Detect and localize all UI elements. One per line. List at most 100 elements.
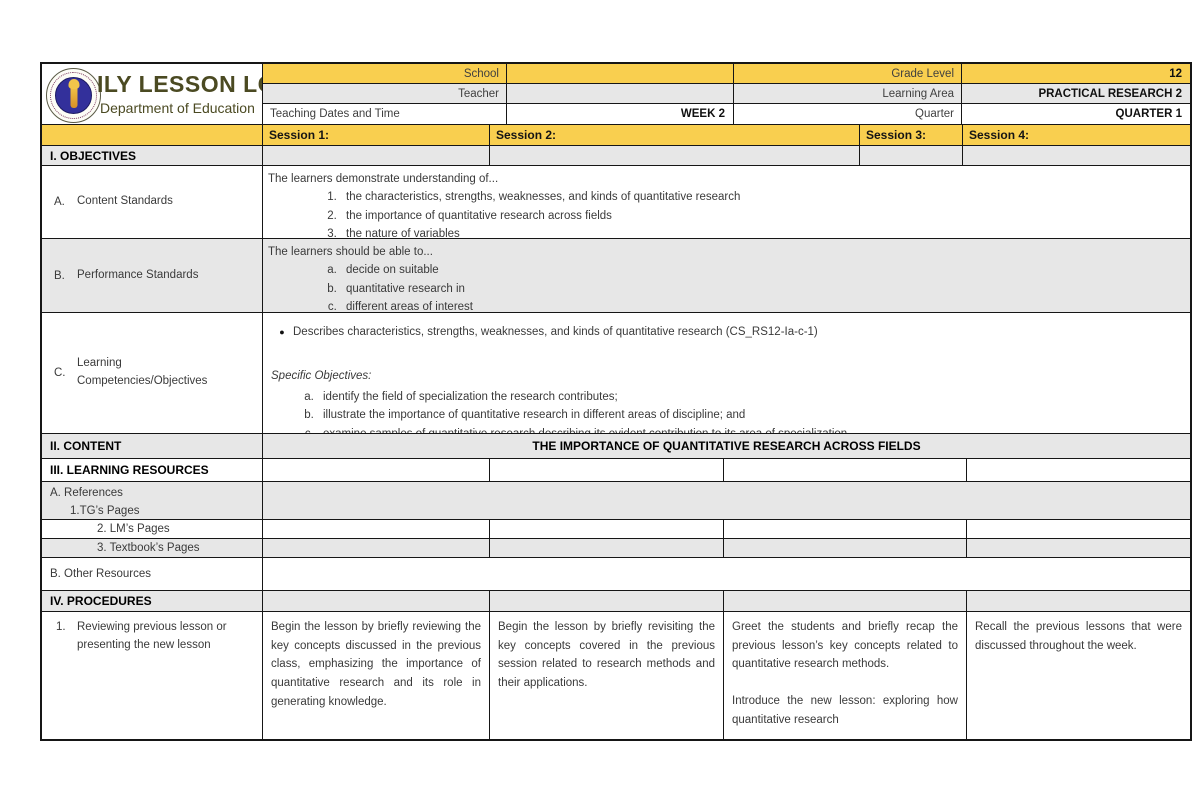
deped-seal-core — [55, 77, 92, 114]
competency-bullet-line: ● Describes characteristics, strengths, … — [271, 323, 1178, 341]
references-value-cell — [263, 482, 1190, 520]
empty-cell — [724, 539, 967, 558]
session-1-header: Session 1: — [263, 125, 490, 146]
learning-area-value: PRACTICAL RESEARCH 2 — [962, 84, 1190, 104]
performance-standards-intro: The learners should be able to... — [268, 246, 433, 258]
list-item: examine samples of quantitative research… — [317, 425, 1178, 433]
empty-cell — [263, 591, 490, 612]
empty-cell — [490, 459, 724, 482]
list-item: the importance of quantitative research … — [340, 207, 1180, 225]
session-blank-cell — [42, 125, 263, 146]
procedures-heading: IV. PROCEDURES — [42, 591, 263, 612]
learning-area-label: Learning Area — [734, 84, 962, 104]
list-item: the characteristics, strengths, weakness… — [340, 188, 1180, 206]
empty-cell — [263, 146, 490, 166]
list-item: quantitative research in — [340, 280, 1180, 298]
performance-standards-list: decide on suitable quantitative research… — [268, 261, 1180, 312]
list-item: illustrate the importance of quantitativ… — [317, 406, 1178, 424]
procedure-1-marker: 1. — [56, 621, 66, 633]
procedure-1-session-1: Begin the lesson by briefly reviewing th… — [263, 612, 490, 739]
performance-standards-body: The learners should be able to... decide… — [263, 239, 1190, 313]
textbook-pages-row: 3. Textbook’s Pages — [42, 539, 1190, 558]
school-label: School — [263, 64, 507, 84]
procedure-1-label: Reviewing previous lesson or presenting … — [77, 621, 227, 652]
list-item: the nature of variables — [340, 225, 1180, 238]
references-label: A. References — [50, 487, 123, 499]
empty-cell — [490, 146, 860, 166]
content-standards-marker: A. — [54, 196, 65, 208]
learning-resources-heading: III. LEARNING RESOURCES — [42, 459, 263, 482]
teaching-dates-value: WEEK 2 — [507, 104, 734, 125]
header-band: ILY LESSON LOG Department of Education S… — [42, 64, 1190, 125]
empty-cell — [724, 459, 967, 482]
learning-resources-heading-row: III. LEARNING RESOURCES — [42, 459, 1190, 482]
info-row-school: School Grade Level 12 — [263, 64, 1190, 84]
references-label-cell: A. References 1.TG’s Pages — [42, 482, 263, 520]
session-3-header: Session 3: — [860, 125, 963, 146]
other-resources-row: B. Other Resources — [42, 558, 1190, 591]
empty-cell — [263, 539, 490, 558]
other-resources-label: B. Other Resources — [42, 558, 263, 591]
lm-pages-label: 2. LM’s Pages — [42, 520, 263, 539]
empty-cell — [967, 539, 1190, 558]
lm-pages-row: 2. LM’s Pages — [42, 520, 1190, 539]
empty-cell — [263, 520, 490, 539]
competency-text: Describes characteristics, strengths, we… — [293, 326, 818, 338]
references-row: A. References 1.TG’s Pages — [42, 482, 1190, 520]
document-title: ILY LESSON LOG — [97, 71, 262, 97]
procedure-1-label-cell: 1. Reviewing previous lesson or presenti… — [42, 612, 263, 739]
grade-level-value: 12 — [962, 64, 1190, 84]
content-row: II. CONTENT THE IMPORTANCE OF QUANTITATI… — [42, 434, 1190, 459]
performance-standards-label: B. Performance Standards — [42, 239, 263, 313]
content-standards-body: The learners demonstrate understanding o… — [263, 166, 1190, 239]
info-row-dates: Teaching Dates and Time WEEK 2 Quarter Q… — [263, 104, 1190, 125]
teacher-value — [507, 84, 734, 104]
procedure-1-session-3: Greet the students and briefly recap the… — [724, 612, 967, 739]
session-2-header: Session 2: — [490, 125, 860, 146]
empty-cell — [967, 520, 1190, 539]
teacher-label: Teacher — [263, 84, 507, 104]
content-standards-intro: The learners demonstrate understanding o… — [268, 173, 499, 185]
empty-cell — [490, 539, 724, 558]
procedures-heading-row: IV. PROCEDURES — [42, 591, 1190, 612]
tg-pages-label: 1.TG’s Pages — [70, 504, 140, 517]
empty-cell — [724, 591, 967, 612]
learning-competencies-marker: C. — [54, 367, 66, 379]
quarter-value: QUARTER 1 — [962, 104, 1190, 125]
learning-competencies-label: C. Learning Competencies/Objectives — [42, 313, 263, 434]
info-grid: School Grade Level 12 Teacher Learning A… — [263, 64, 1190, 125]
grade-level-label: Grade Level — [734, 64, 962, 84]
content-standards-list: the characteristics, strengths, weakness… — [268, 188, 1180, 238]
empty-cell — [967, 591, 1190, 612]
empty-cell — [967, 459, 1190, 482]
procedure-row-1: 1. Reviewing previous lesson or presenti… — [42, 612, 1190, 739]
quarter-label: Quarter — [734, 104, 962, 125]
session-header-row: Session 1: Session 2: Session 3: Session… — [42, 125, 1190, 146]
deped-seal-icon — [46, 68, 101, 123]
procedure-1-session-4: Recall the previous lessons that were di… — [967, 612, 1190, 739]
empty-cell — [963, 146, 1190, 166]
empty-cell — [263, 459, 490, 482]
content-standards-label: A. Content Standards — [42, 166, 263, 239]
learning-competencies-body: ● Describes characteristics, strengths, … — [263, 313, 1190, 434]
school-value — [507, 64, 734, 84]
info-row-teacher: Teacher Learning Area PRACTICAL RESEARCH… — [263, 84, 1190, 104]
masthead: ILY LESSON LOG Department of Education — [42, 64, 263, 125]
bullet-icon: ● — [279, 327, 285, 337]
specific-objectives-list: identify the field of specialization the… — [271, 388, 1178, 433]
list-item: different areas of interest — [340, 298, 1180, 312]
specific-objectives-label: Specific Objectives: — [271, 370, 372, 383]
content-value: THE IMPORTANCE OF QUANTITATIVE RESEARCH … — [263, 434, 1190, 459]
session-4-header: Session 4: — [963, 125, 1190, 146]
list-item: identify the field of specialization the… — [317, 388, 1178, 406]
daily-lesson-log-document: ILY LESSON LOG Department of Education S… — [40, 62, 1192, 741]
document-subtitle: Department of Education — [100, 100, 255, 116]
empty-cell — [724, 520, 967, 539]
objectives-heading-row: I. OBJECTIVES — [42, 146, 1190, 166]
objectives-heading: I. OBJECTIVES — [42, 146, 263, 166]
procedure-1-session-2: Begin the lesson by briefly revisiting t… — [490, 612, 724, 739]
list-item: decide on suitable — [340, 261, 1180, 279]
content-standards-row: A. Content Standards The learners demons… — [42, 166, 1190, 239]
performance-standards-row: B. Performance Standards The learners sh… — [42, 239, 1190, 313]
